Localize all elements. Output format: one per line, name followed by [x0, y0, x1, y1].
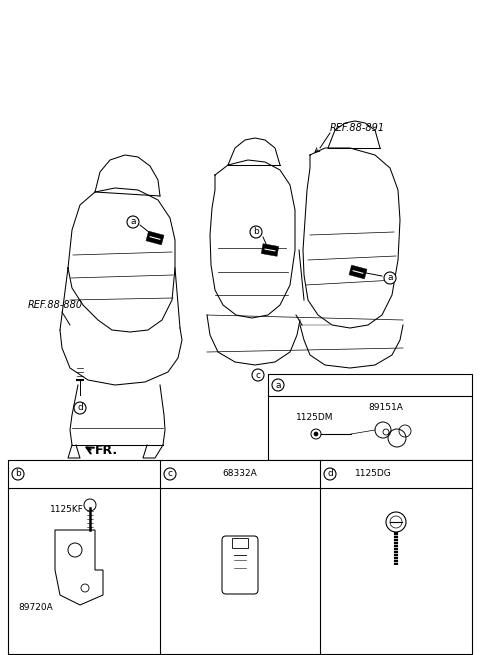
Text: c: c [255, 371, 261, 379]
Bar [232, 538, 248, 548]
Text: a: a [387, 274, 393, 282]
Text: a: a [130, 217, 136, 227]
Text: 89720A: 89720A [18, 603, 53, 612]
Circle shape [324, 468, 336, 480]
Circle shape [314, 432, 318, 436]
Text: REF.88-891: REF.88-891 [330, 123, 385, 133]
Text: b: b [15, 470, 21, 479]
Text: d: d [327, 470, 333, 479]
Text: 89151A: 89151A [368, 403, 403, 411]
Polygon shape [349, 265, 367, 279]
Text: a: a [275, 381, 281, 390]
Circle shape [272, 379, 284, 391]
Polygon shape [261, 244, 279, 256]
Circle shape [250, 226, 262, 238]
Text: 1125KF: 1125KF [50, 506, 84, 514]
Bar [8, 460, 472, 654]
Text: 1125DG: 1125DG [355, 470, 392, 479]
Text: b: b [253, 227, 259, 236]
Circle shape [384, 272, 396, 284]
Text: c: c [168, 470, 172, 479]
Bar [268, 374, 472, 460]
Circle shape [12, 468, 24, 480]
Text: d: d [77, 403, 83, 413]
Circle shape [74, 402, 86, 414]
Circle shape [252, 369, 264, 381]
Circle shape [127, 216, 139, 228]
Polygon shape [146, 231, 164, 245]
Text: REF.88-880: REF.88-880 [28, 300, 83, 310]
Circle shape [164, 468, 176, 480]
Text: 68332A: 68332A [223, 470, 257, 479]
Text: FR.: FR. [95, 443, 118, 457]
Text: 1125DM: 1125DM [296, 413, 334, 422]
